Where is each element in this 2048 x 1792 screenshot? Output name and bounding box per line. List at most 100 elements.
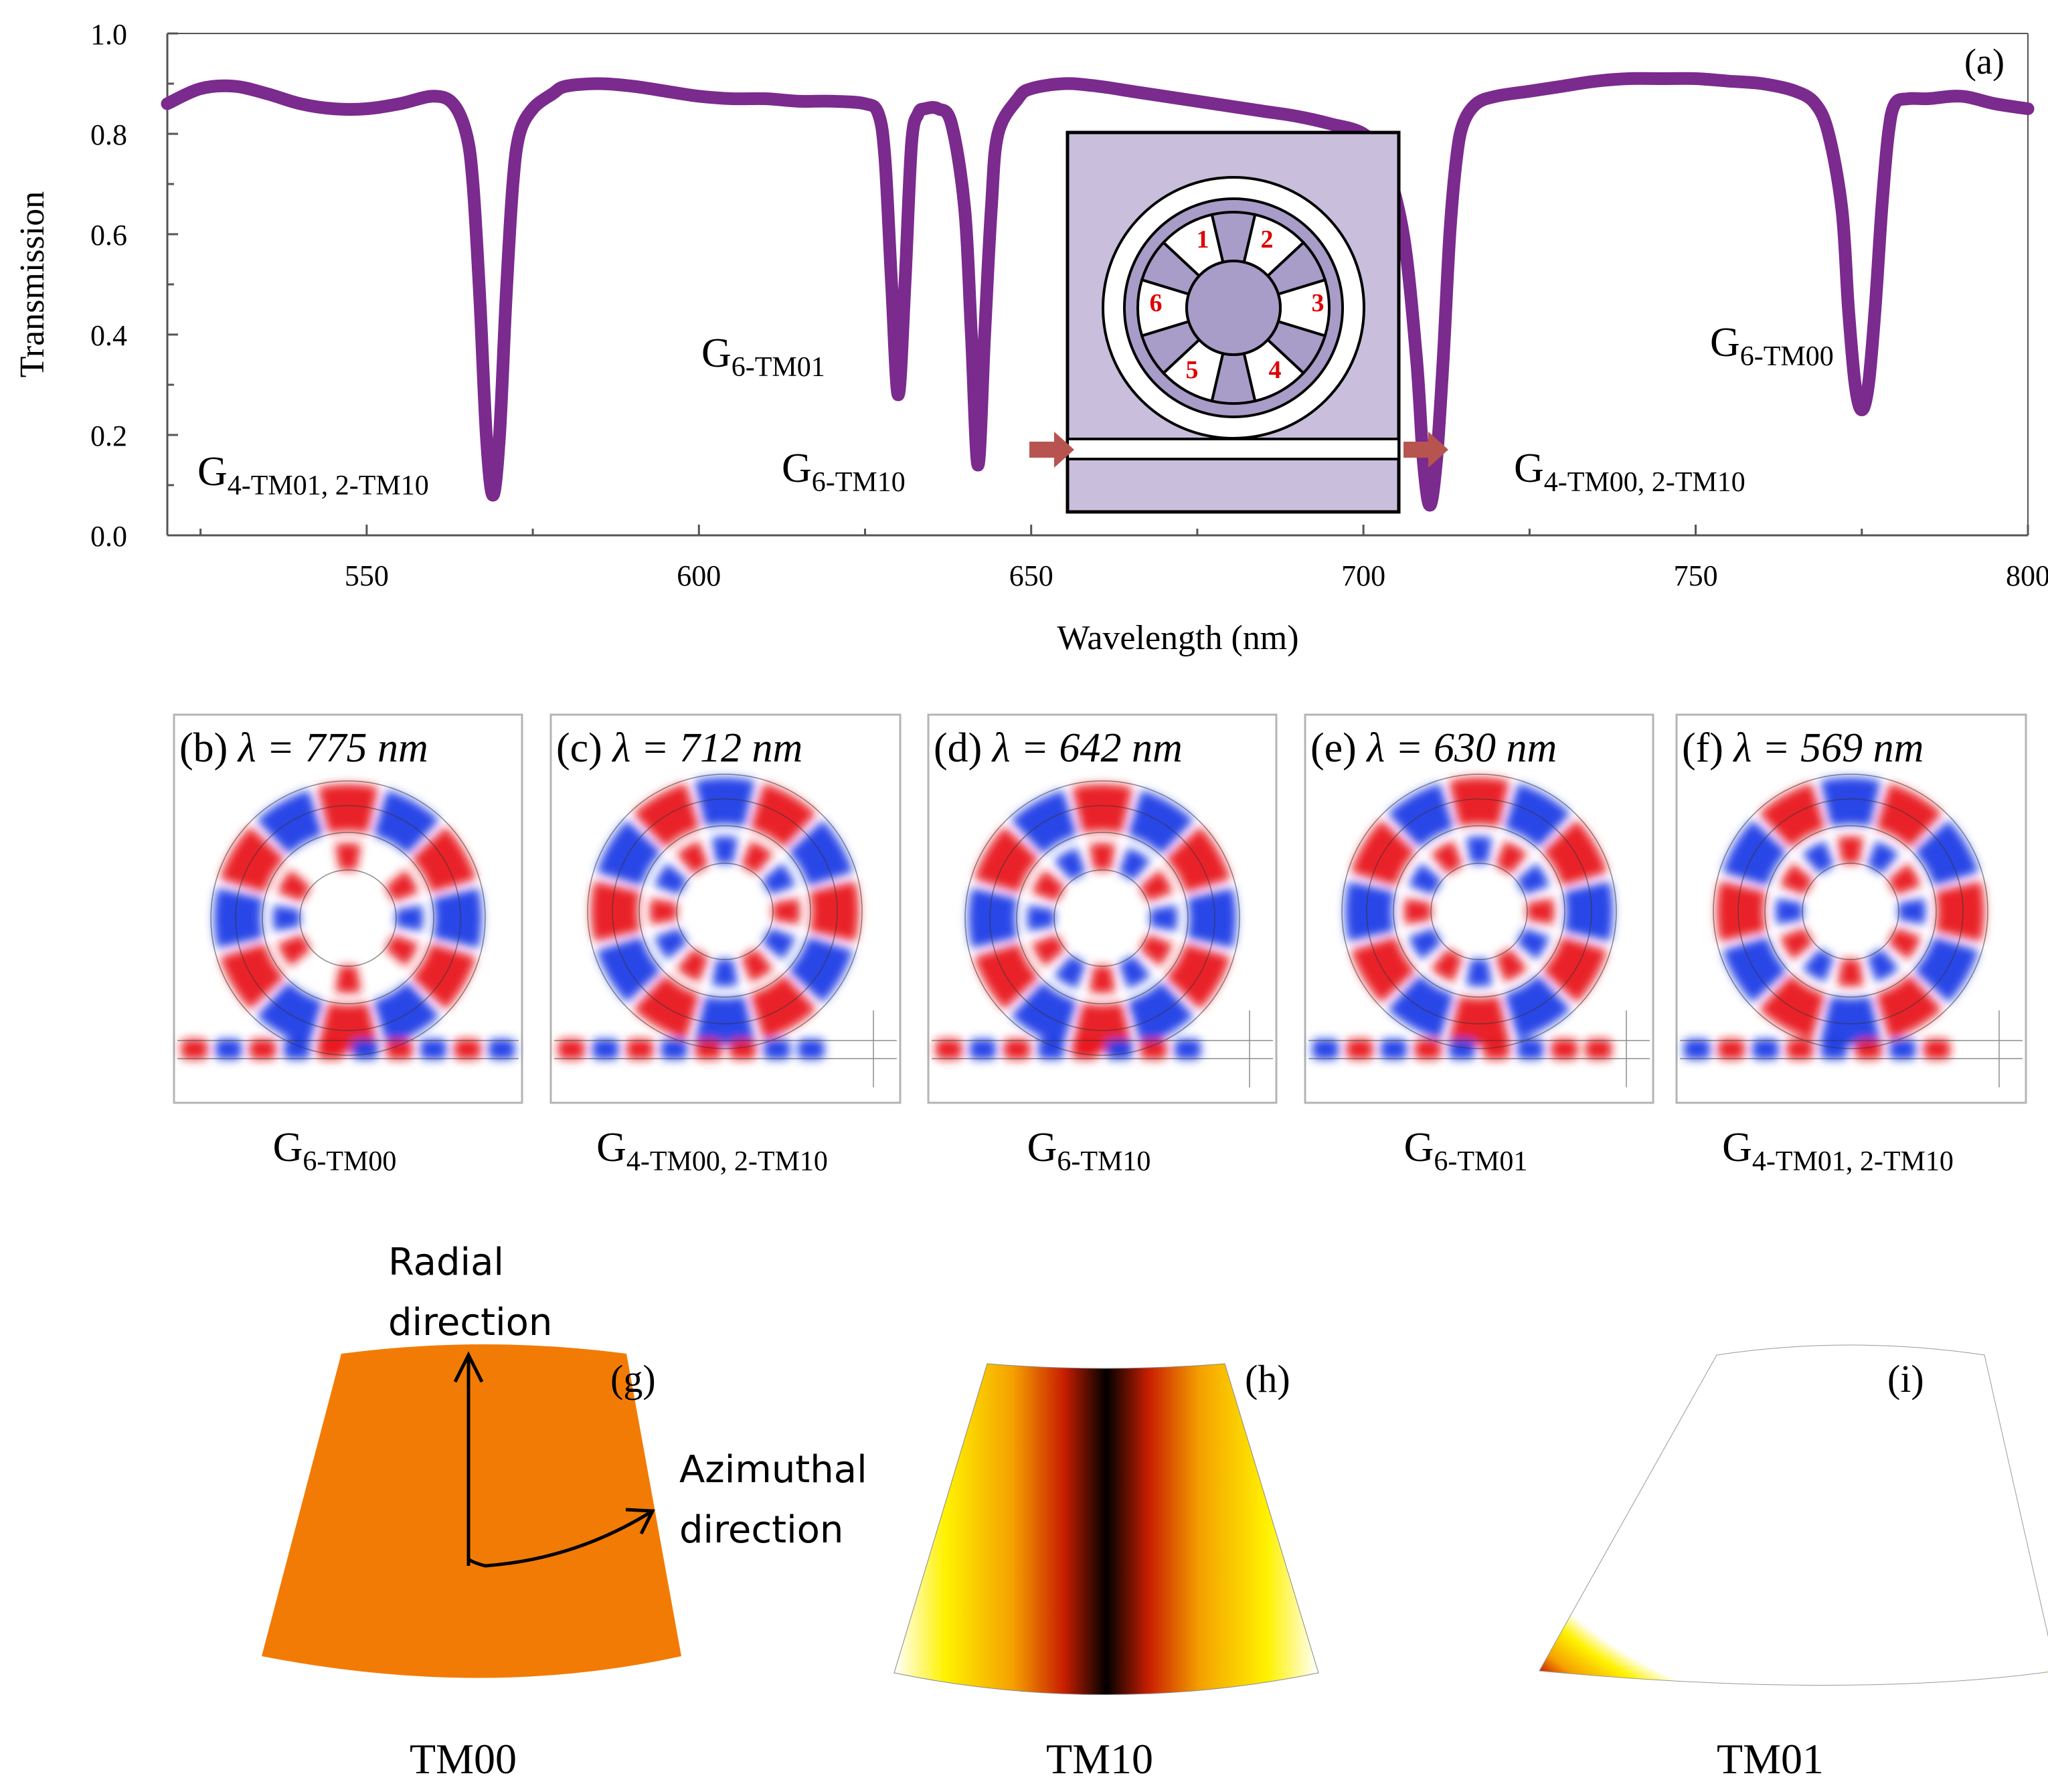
inner-field-lobe [1887,863,1922,895]
transmission-curve [161,72,2035,512]
outline-core [299,869,397,967]
outline-core [1430,863,1528,960]
outline-core [676,863,774,960]
annotation-g6-tm01: G6-TM01 [701,331,825,383]
inner-field-lobe [1118,847,1150,881]
waveguide-field-lobe [454,1039,481,1059]
inner-field-lobe [1867,840,1899,875]
mode-main: G [1027,1125,1057,1170]
inner-field-lobe [1027,905,1055,931]
field-panel-4: (e) λ = 630 nm G6-TM01 [1304,713,1654,1177]
inset-segment-numbers: 1 2 3 4 5 6 [1150,226,1325,384]
inner-field-lobe [1516,863,1550,895]
inner-field-lobe [1466,958,1492,986]
waveguide-field-lobe [695,1039,721,1059]
structure-outline [932,780,1273,1087]
y-tick-label: 0.2 [90,420,127,452]
outer-field-lobe [1820,996,1881,1046]
field-panel-3: (d) λ = 642 nm G6-TM10 [927,713,1278,1177]
waveguide-field-lobe [216,1039,242,1059]
inset-segments [1136,211,1331,405]
outline-inner [1016,832,1189,1004]
inner-field-lobe [335,965,361,993]
inner-field-lobe [711,836,738,865]
panel-mode-label: G6-TM01 [1404,1125,1528,1177]
inner-field-lobe [1408,863,1442,895]
panel-lambda: λ = 775 nm [237,725,428,771]
segment-number-2: 2 [1261,226,1274,254]
x-tick-label: 600 [677,559,721,592]
inset-core [1185,260,1282,356]
structure-inset: 1 2 3 4 5 6 [1029,130,1448,514]
outer-field-lobe [590,881,641,942]
inner-field-lobe [1118,955,1150,989]
outer-field-lobe [1072,784,1132,834]
outline-mid [612,798,838,1024]
inner-field-lobe [677,948,709,982]
outline-inner [638,825,811,998]
inner-field-lobe [1776,898,1804,925]
outline-mid [235,805,461,1031]
inner-field-lobe [711,958,738,986]
panel-g-tag: (g) [610,1357,656,1401]
waveguide-field-lobe [386,1039,412,1059]
mode-main: G [273,1125,303,1170]
inner-field-lobe [1867,948,1899,982]
inner-field-lobe [1837,958,1864,986]
panel-i-tag: (i) [1887,1357,1924,1401]
waveguide-field-lobe [1889,1039,1916,1059]
waveguide-field-lobe [1038,1039,1064,1059]
outer-field-lobe [1935,881,1985,942]
y-axis-label: Transmission [13,191,52,377]
inner-field-lobe [385,870,419,902]
outline-outer [587,774,863,1049]
inner-field-lobe [1526,898,1554,925]
waveguide-field-lobe [970,1039,996,1059]
panel-title: (e) λ = 630 nm [1310,725,1557,771]
inner-field-lobe [762,927,796,960]
waveguide-field-lobe [352,1039,378,1059]
mode-sub: 6-TM00 [303,1146,396,1177]
inner-field-lobe [762,863,796,895]
waveguide-field-lobe [592,1039,619,1059]
segment-number-6: 6 [1150,289,1163,317]
x-tick-label: 750 [1674,559,1718,592]
inner-field-lobe [677,840,709,875]
panel-mode-label: G6-TM10 [1027,1125,1151,1177]
inner-field-lobe [654,863,688,895]
x-axis-ticks: 550 600 650 700 750 800 [199,525,2048,592]
radial-arrow-icon [453,1351,484,1566]
inner-field-lobe [1516,927,1550,960]
outer-field-lobe [695,777,755,827]
inner-field-lobe [1089,843,1116,871]
waveguide-field-lobe [1140,1039,1167,1059]
outer-field-lobe [1187,888,1237,948]
panel-title: (b) λ = 775 nm [179,725,428,771]
inner-field-lobe [1837,836,1864,865]
waveguide-field-lobe [1517,1039,1543,1059]
inner-field-lobe [1031,934,1065,966]
mode-main: G [596,1125,626,1170]
structure-outline [1680,774,2023,1087]
waveguide-field-lobe [764,1039,790,1059]
inner-field-lobe [395,905,423,931]
inner-field-lobe [1139,870,1173,902]
mode-sub: 4-TM00, 2-TM10 [626,1146,828,1177]
inner-field-lobe [273,905,301,931]
outer-field-lobe [809,881,859,942]
outline-outer [1713,774,1988,1049]
outer-field-lobe [432,888,483,948]
mode-profile-tm01: (i) TM01 [1539,1344,2048,1783]
field-blobs [1684,777,1985,1059]
inner-field-lobe [1802,948,1834,982]
inner-field-lobe [654,927,688,960]
field-blobs [181,784,515,1059]
x-axis-label: Wavelength (nm) [1057,619,1298,657]
panel-tag: (e) [1310,725,1367,771]
inner-field-lobe [1031,870,1065,902]
inner-field-lobe [277,934,311,966]
tm01-segment [1539,1344,2048,1686]
outline-outer [1341,774,1617,1049]
outer-field-lobe [1716,881,1766,942]
